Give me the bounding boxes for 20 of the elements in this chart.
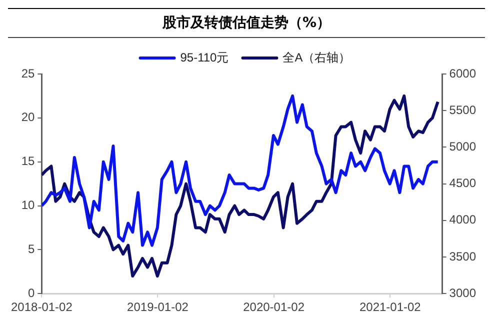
y-tick-label: 10	[21, 198, 36, 212]
y2-tick-label: 5500	[449, 102, 476, 117]
y-tick-label: 5	[28, 242, 36, 256]
y2-tick-label: 3500	[449, 249, 476, 264]
y-tick-label: 25	[21, 66, 36, 80]
x-tick-label: 2018-01-02	[10, 300, 73, 314]
y2-tick-label: 5000	[449, 140, 476, 154]
y-tick-label: 0	[28, 286, 36, 300]
x-tick-label: 2021-01-02	[359, 300, 422, 314]
legend-label: 全A（右轴）	[282, 50, 351, 64]
chart-title: 股市及转债估值走势（%）	[8, 8, 485, 38]
y-tick-label: 15	[21, 154, 36, 168]
x-tick-label: 2020-01-02	[243, 300, 305, 314]
y2-tick-label: 3000	[449, 286, 476, 300]
y2-tick-label: 6000	[449, 66, 476, 80]
y-tick-label: 20	[21, 110, 36, 124]
legend-label: 95-110元	[180, 50, 229, 64]
x-tick-label: 2019-01-02	[127, 300, 189, 314]
y2-tick-label: 4500	[449, 176, 476, 190]
y2-tick-label: 4000	[449, 212, 476, 227]
